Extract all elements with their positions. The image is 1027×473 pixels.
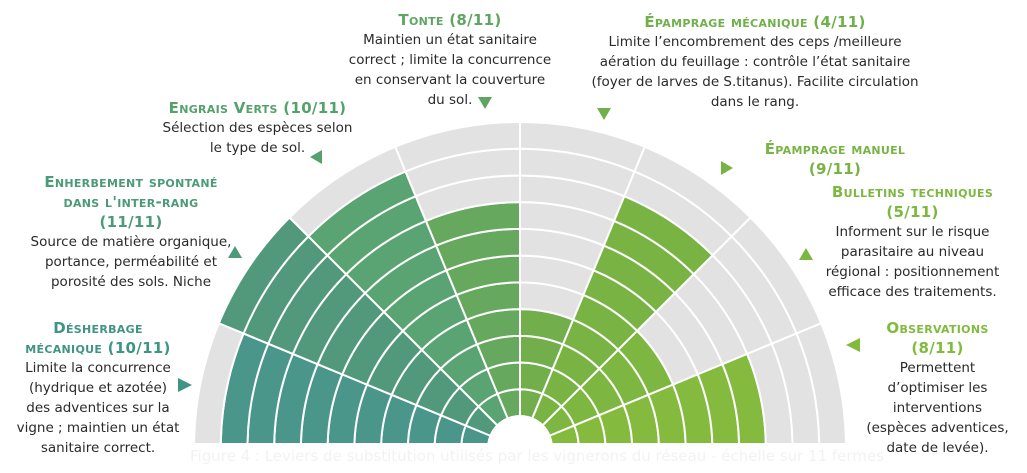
label-observations: Observations (8/11) Permettent d’optimis… bbox=[855, 318, 1020, 458]
label-desc: Permettent d’optimiser les interventions… bbox=[866, 360, 1009, 456]
label-desherbage-mecanique: Désherbage mécanique (10/11) Limite la c… bbox=[8, 318, 188, 458]
label-title: Épamprage manuel (9/11) bbox=[764, 140, 906, 178]
label-desc: Maintien un état sanitaire correct ; lim… bbox=[348, 32, 552, 108]
label-title: Épamprage mécanique (4/11) bbox=[644, 13, 866, 31]
label-title: Engrais Verts (10/11) bbox=[168, 99, 347, 117]
label-enherbement-spontane: Enherbement spontané dans l'inter-rang (… bbox=[16, 172, 246, 292]
label-desc: Source de matière organique, portance, p… bbox=[30, 234, 232, 290]
sector-ring-cell bbox=[795, 321, 847, 443]
label-engrais-verts: Engrais Verts (10/11) Sélection des espè… bbox=[150, 98, 365, 158]
label-title: Bulletins techniques (5/11) bbox=[831, 183, 994, 221]
chart-sectors bbox=[193, 120, 847, 443]
label-desc: Sélection des espèces selon le type de s… bbox=[162, 120, 353, 156]
label-tonte: Tonte (8/11) Maintien un état sanitaire … bbox=[335, 10, 565, 110]
label-title: Observations (8/11) bbox=[886, 319, 989, 357]
label-desc: Limite la concurrence (hydrique et azoté… bbox=[16, 360, 180, 456]
label-title: Tonte (8/11) bbox=[398, 11, 502, 29]
label-title: Désherbage mécanique (10/11) bbox=[25, 319, 171, 357]
label-bulletins-techniques: Bulletins techniques (5/11) Informent su… bbox=[800, 182, 1025, 302]
label-desc: Limite l’encombrement des ceps /meilleur… bbox=[591, 34, 919, 110]
label-desc: Informent sur le risque parasitaire au n… bbox=[825, 224, 1000, 300]
label-epamprage-manuel: Épamprage manuel (9/11) bbox=[735, 139, 935, 179]
label-title: Enherbement spontané dans l'inter-rang (… bbox=[44, 173, 218, 231]
label-epamprage-mecanique: Épamprage mécanique (4/11) Limite l’enco… bbox=[575, 12, 935, 112]
figure-caption: Figure 4 : Leviers de substitution utili… bbox=[190, 447, 884, 465]
